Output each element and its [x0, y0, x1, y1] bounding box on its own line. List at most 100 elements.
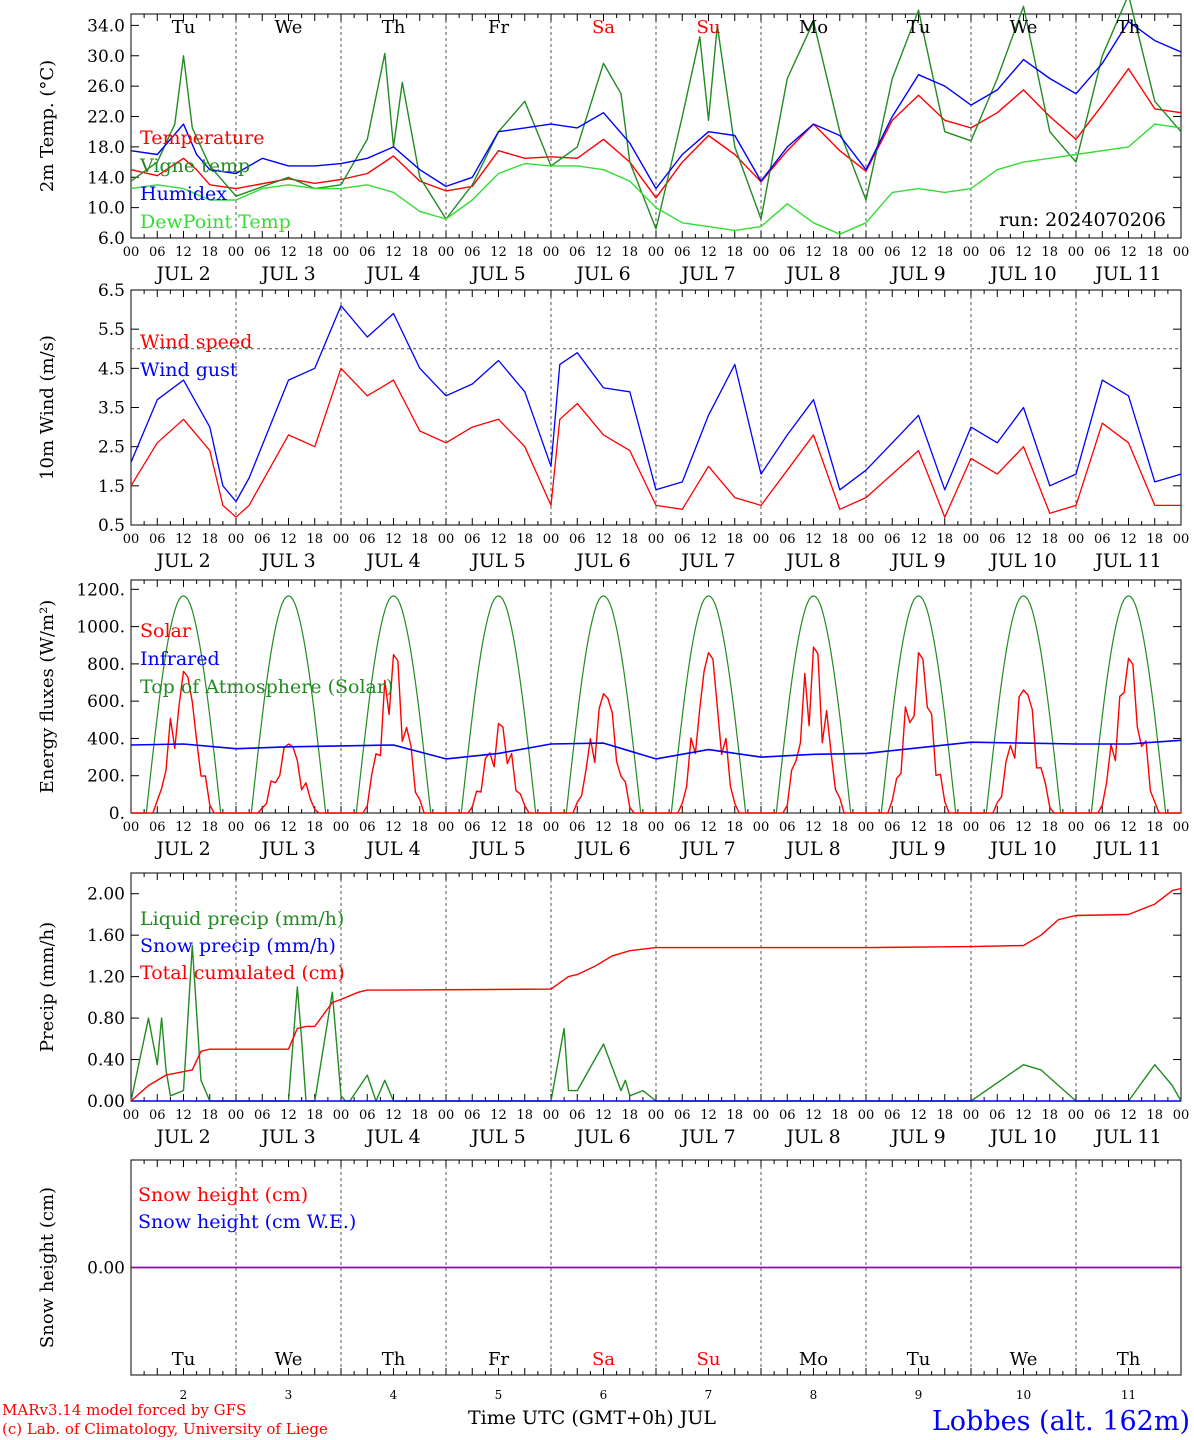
- y-tick-label: 0.: [109, 804, 125, 824]
- hour-tick-label: 00: [543, 532, 560, 547]
- weekday-label: Th: [1117, 17, 1141, 38]
- date-label: JUL 3: [259, 838, 315, 860]
- hour-tick-label: 06: [359, 245, 376, 260]
- date-label: JUL 10: [988, 1126, 1056, 1148]
- hour-tick-label: 12: [1015, 1108, 1032, 1123]
- solar-line: [131, 646, 1181, 814]
- hour-tick-label: 06: [989, 820, 1006, 835]
- day-number-label: 2: [180, 1388, 188, 1402]
- hour-tick-label: 00: [963, 1108, 980, 1123]
- hour-tick-label: 18: [831, 1108, 848, 1123]
- snow-panel: 0.00 Snow height (cm) Snow height (cm) Snow…: [37, 1159, 1182, 1402]
- hour-tick-label: 18: [1146, 245, 1163, 260]
- hour-tick-label: 06: [884, 245, 901, 260]
- y-tick-label: 0.00: [87, 1259, 125, 1279]
- y-tick-label: 1.20: [87, 968, 125, 988]
- date-label: JUL 9: [889, 263, 945, 285]
- hour-tick-label: 06: [1094, 532, 1111, 547]
- hour-tick-label: 12: [175, 1108, 192, 1123]
- date-label: JUL 10: [988, 838, 1056, 860]
- wind-y-axis-label: 10m Wind (m/s): [37, 335, 58, 480]
- hour-tick-label: 18: [831, 820, 848, 835]
- day-number-label: 5: [495, 1388, 503, 1402]
- weekday-label: Su: [697, 17, 721, 38]
- vigne-temp-line: [130, 0, 1182, 230]
- hour-tick-label: 18: [306, 245, 323, 260]
- weekday-label: We: [1010, 17, 1038, 38]
- hour-tick-label: 18: [1041, 532, 1058, 547]
- hour-tick-label: 06: [254, 245, 271, 260]
- date-label: JUL 4: [364, 1126, 420, 1148]
- hour-tick-label: 18: [306, 820, 323, 835]
- weekday-label: Mo: [799, 17, 828, 38]
- date-label: JUL 7: [679, 550, 735, 572]
- hour-tick-label: 12: [805, 820, 822, 835]
- precip-y-axis-label: Precip (mm/h): [37, 922, 58, 1052]
- date-label: JUL 4: [364, 838, 420, 860]
- date-label: JUL 2: [154, 550, 210, 572]
- precip-panel: 0.00 0.40 0.80 1.20 1.60 2.00 Precip (mm/h) 00 0…: [37, 872, 1189, 1148]
- x-axis-title: Time UTC (GMT+0h) JUL: [468, 1407, 716, 1429]
- hour-tick-label: 06: [569, 245, 586, 260]
- hour-tick-label: 12: [385, 245, 402, 260]
- day-number-label: 3: [285, 1388, 293, 1402]
- y-tick-label: 30.0: [87, 47, 125, 67]
- hour-tick-label: 18: [516, 820, 533, 835]
- hour-tick-label: 06: [674, 820, 691, 835]
- hour-tick-label: 12: [1015, 245, 1032, 260]
- date-label: JUL 6: [574, 838, 630, 860]
- hour-tick-label: 06: [464, 245, 481, 260]
- snow-y-axis-label: Snow height (cm): [37, 1187, 58, 1348]
- hour-tick-label: 00: [648, 820, 665, 835]
- hour-tick-label: 18: [411, 1108, 428, 1123]
- day-number-label: 10: [1016, 1388, 1031, 1402]
- weekday-label: We: [275, 17, 303, 38]
- hour-tick-label: 00: [753, 532, 770, 547]
- date-label: JUL 7: [679, 1126, 735, 1148]
- hour-tick-label: 18: [411, 245, 428, 260]
- date-label: JUL 3: [259, 263, 315, 285]
- hour-tick-label: 00: [123, 820, 140, 835]
- hour-tick-label: 18: [621, 532, 638, 547]
- hour-tick-label: 00: [753, 245, 770, 260]
- hour-tick-label: 00: [963, 820, 980, 835]
- humidex-line: [130, 20, 1182, 190]
- hour-tick-label: 18: [726, 1108, 743, 1123]
- hour-tick-label: 12: [1015, 532, 1032, 547]
- y-tick-label: 6.5: [98, 281, 125, 301]
- hour-tick-label: 12: [175, 820, 192, 835]
- weekday-label: Th: [1117, 1349, 1141, 1370]
- hour-tick-label: 12: [595, 532, 612, 547]
- hour-tick-label: 00: [753, 1108, 770, 1123]
- hour-tick-label: 12: [490, 532, 507, 547]
- hour-tick-label: 00: [1068, 532, 1085, 547]
- hour-tick-label: 18: [516, 245, 533, 260]
- weekday-label: Th: [382, 1349, 406, 1370]
- hour-tick-label: 18: [726, 820, 743, 835]
- hour-tick-label: 06: [779, 820, 796, 835]
- date-label: JUL 9: [889, 550, 945, 572]
- weekday-label: Sa: [592, 1349, 615, 1370]
- date-label: JUL 2: [154, 1126, 210, 1148]
- legend-liquid-precip-mm-h: Liquid precip (mm/h): [140, 908, 344, 930]
- y-tick-label: 2.5: [98, 438, 125, 458]
- hour-tick-label: 18: [621, 820, 638, 835]
- hour-tick-label: 06: [254, 532, 271, 547]
- hour-tick-label: 06: [464, 1108, 481, 1123]
- weekday-label: Mo: [799, 1349, 828, 1370]
- legend-snow-height-cm: Snow height (cm): [138, 1184, 308, 1206]
- day-number-label: 4: [390, 1388, 398, 1402]
- hour-tick-label: 06: [1094, 820, 1111, 835]
- hour-tick-label: 18: [726, 532, 743, 547]
- hour-tick-label: 18: [1146, 532, 1163, 547]
- wind-panel: 0.5 1.5 2.5 3.5 4.5 5.5 6.5 10m Wind (m/s) 00 06 1…: [37, 281, 1189, 572]
- hour-tick-label: 18: [201, 820, 218, 835]
- date-label: JUL 4: [364, 263, 420, 285]
- y-tick-label: 22.0: [87, 108, 125, 128]
- date-label: JUL 2: [154, 838, 210, 860]
- y-tick-label: 800.: [87, 655, 125, 675]
- hour-tick-label: 18: [306, 1108, 323, 1123]
- legend-wind-gust: Wind gust: [140, 359, 238, 381]
- temp-frame: [130, 13, 1182, 239]
